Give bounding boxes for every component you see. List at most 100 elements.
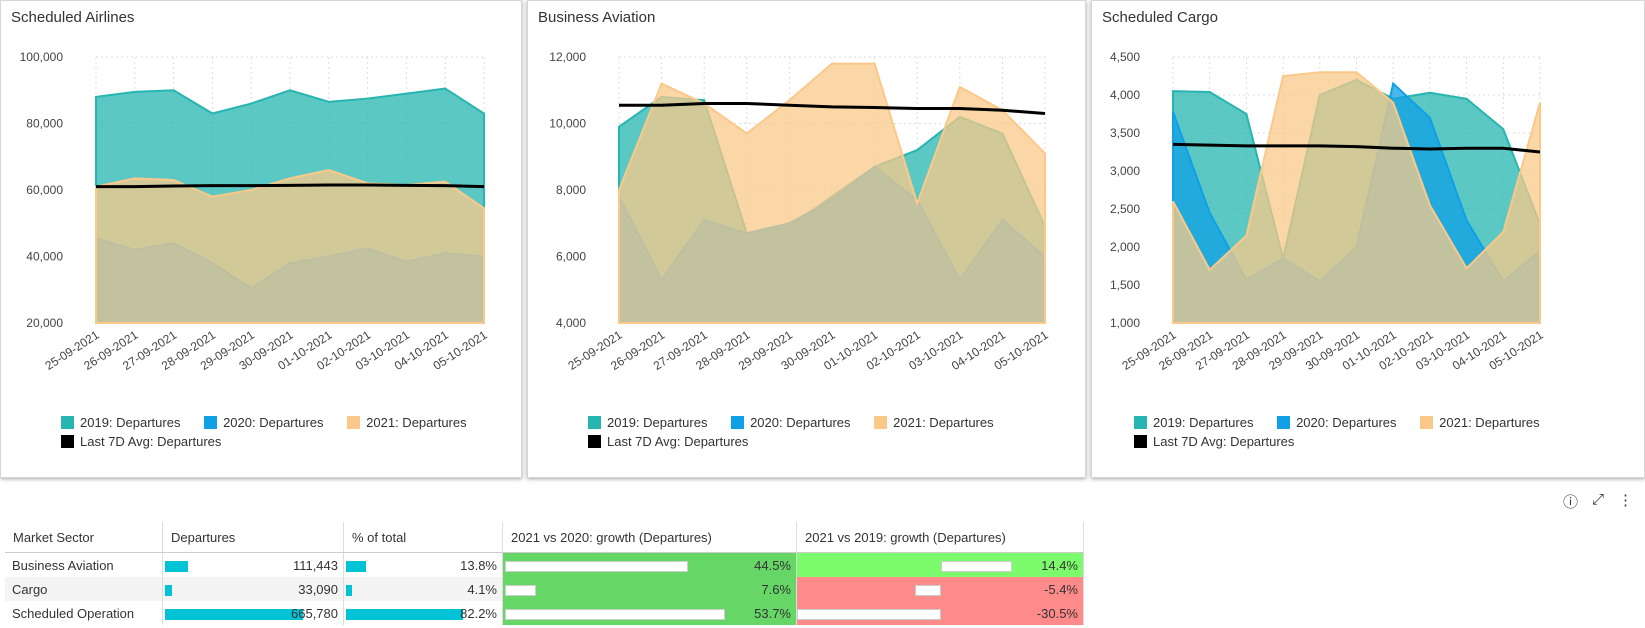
chart-svg: 4,0006,0008,00010,00012,00025-09-202126-…: [549, 50, 1051, 373]
cell-departures: 665,780: [162, 601, 344, 625]
swatch-avg: [61, 435, 74, 448]
chart-title: Business Aviation: [538, 9, 656, 26]
swatch-2020: [204, 416, 218, 429]
legend-item-2020[interactable]: 2020: Departures: [204, 413, 324, 432]
table-row[interactable]: Business Aviation 111,443 13.8% 44.5% 14…: [5, 552, 1084, 577]
sector-label: Business Aviation: [12, 557, 114, 573]
legend-item-2019[interactable]: 2019: Departures: [61, 413, 180, 432]
pct-value: 82.2%: [460, 606, 497, 621]
swatch-2020: [1277, 416, 1291, 429]
legend-item-2019[interactable]: 2019: Departures: [1134, 413, 1253, 432]
y-tick-label: 8,000: [556, 183, 586, 197]
avg-line: [96, 183, 485, 189]
y-tick-label: 100,000: [20, 50, 64, 64]
swatch-avg: [588, 435, 601, 448]
cell-departures: 111,443: [162, 552, 344, 577]
col-market-sector[interactable]: Market Sector: [5, 522, 163, 553]
more-options-icon[interactable]: ⋮: [1618, 492, 1633, 509]
legend-item-avg[interactable]: Last 7D Avg: Departures: [588, 432, 748, 451]
col-growth-2019[interactable]: 2021 vs 2019: growth (Departures): [796, 522, 1084, 553]
swatch-avg: [1134, 435, 1147, 448]
cell-pct: 82.2%: [343, 601, 503, 625]
legend-item-2021[interactable]: 2021: Departures: [347, 413, 467, 432]
y-tick-label: 4,000: [1110, 88, 1140, 102]
growth-2020-value: 7.6%: [761, 582, 791, 597]
legend-label: 2019: Departures: [1153, 415, 1254, 430]
swatch-2019: [61, 416, 74, 429]
swatch-2021: [1420, 416, 1434, 429]
cell-sector: Scheduled Operation: [5, 601, 163, 625]
legend-item-avg[interactable]: Last 7D Avg: Departures: [61, 432, 221, 451]
legend-label: 2021: Departures: [893, 415, 994, 430]
departures-value: 33,090: [298, 582, 338, 597]
y-tick-label: 80,000: [26, 117, 63, 131]
cell-growth-2020: 53.7%: [502, 601, 797, 625]
y-tick-label: 1,500: [1110, 278, 1140, 292]
y-tick-label: 40,000: [26, 250, 63, 264]
pct-value: 4.1%: [467, 582, 497, 597]
y-tick-label: 4,500: [1110, 50, 1140, 64]
departures-value: 665,780: [291, 606, 338, 621]
growth-2020-bar: [505, 609, 725, 620]
departures-value: 111,443: [292, 558, 338, 573]
expand-icon[interactable]: ⤢: [1591, 491, 1604, 508]
legend-item-2021[interactable]: 2021: Departures: [1420, 413, 1540, 432]
growth-2019-bar: [797, 609, 941, 620]
cell-growth-2019: -5.4%: [796, 577, 1084, 601]
sector-label: Cargo: [12, 581, 48, 597]
legend-item-2020[interactable]: 2020: Departures: [1277, 413, 1397, 432]
swatch-2020: [731, 416, 745, 429]
avg-line: [1172, 142, 1541, 154]
chart-svg: 1,000 1,500 2,000 2,500 3,000 3,500 4,000 4,500…: [1110, 50, 1546, 373]
y-tick-label: 10,000: [549, 117, 586, 131]
swatch-2019: [1134, 416, 1147, 429]
table-row[interactable]: Scheduled Operation 665,780 82.2% 53.7% …: [5, 601, 1084, 625]
growth-2019-value: -30.5%: [1036, 606, 1078, 621]
area-series-2: [1172, 71, 1541, 324]
col-departures[interactable]: Departures: [162, 522, 344, 553]
legend-item-2021[interactable]: 2021: Departures: [874, 413, 994, 432]
legend-label: 2021: Departures: [366, 415, 467, 430]
col-pct-total[interactable]: % of total: [343, 522, 503, 553]
legend-label: Last 7D Avg: Departures: [1153, 434, 1295, 449]
growth-2019-bar: [915, 585, 941, 596]
swatch-2021: [347, 416, 361, 429]
info-icon[interactable]: ⓘ: [1562, 494, 1578, 511]
legend-item-2020[interactable]: 2020: Departures: [731, 413, 851, 432]
cell-growth-2019: -30.5%: [796, 601, 1084, 625]
market-sector-table: Market Sector Departures % of total 2021…: [5, 522, 1084, 625]
y-tick-label: 1,000: [1110, 316, 1140, 330]
cell-sector: Cargo: [5, 577, 163, 601]
chart-panel-business-aviation: Business Aviation 4,000 6,000 8,000 10,000 1…: [527, 0, 1086, 478]
legend-item-2019[interactable]: 2019: Departures: [588, 413, 707, 432]
table-row[interactable]: Cargo 33,090 4.1% 7.6% -5.4%: [5, 577, 1084, 601]
legend-label: 2019: Departures: [607, 415, 708, 430]
legend-label: 2020: Departures: [750, 415, 851, 430]
sector-label: Scheduled Operation: [12, 605, 135, 621]
y-tick-label: 2,500: [1110, 202, 1140, 216]
cell-pct: 4.1%: [343, 577, 503, 601]
cell-growth-2019: 14.4%: [796, 552, 1084, 577]
growth-2019-bar: [941, 561, 1012, 572]
growth-2020-bar: [505, 585, 536, 596]
y-tick-label: 3,000: [1110, 164, 1140, 178]
pct-bar: [346, 609, 463, 620]
departures-bar: [165, 561, 189, 572]
pct-bar: [346, 585, 352, 596]
col-growth-2020[interactable]: 2021 vs 2020: growth (Departures): [502, 522, 797, 553]
chart-svg: 20,00040,00060,00080,000100,00025-09-202…: [20, 50, 490, 373]
cell-pct: 13.8%: [343, 552, 503, 577]
growth-2020-value: 53.7%: [754, 606, 791, 621]
legend-label: Last 7D Avg: Departures: [80, 434, 222, 449]
y-tick-label: 3,500: [1110, 126, 1140, 140]
chart-title: Scheduled Cargo: [1102, 9, 1218, 26]
table-header-row: Market Sector Departures % of total 2021…: [5, 522, 1084, 553]
legend-item-avg[interactable]: Last 7D Avg: Departures: [1134, 432, 1294, 451]
legend-label: 2020: Departures: [223, 415, 324, 430]
departures-bar: [165, 585, 172, 596]
growth-2019-value: -5.4%: [1044, 582, 1078, 597]
area-series-2: [618, 62, 1046, 324]
y-tick-label: 60,000: [26, 183, 63, 197]
chart-legend: 2019: Departures 2020: Departures 2021: …: [1134, 413, 1645, 451]
legend-label: 2020: Departures: [1296, 415, 1397, 430]
